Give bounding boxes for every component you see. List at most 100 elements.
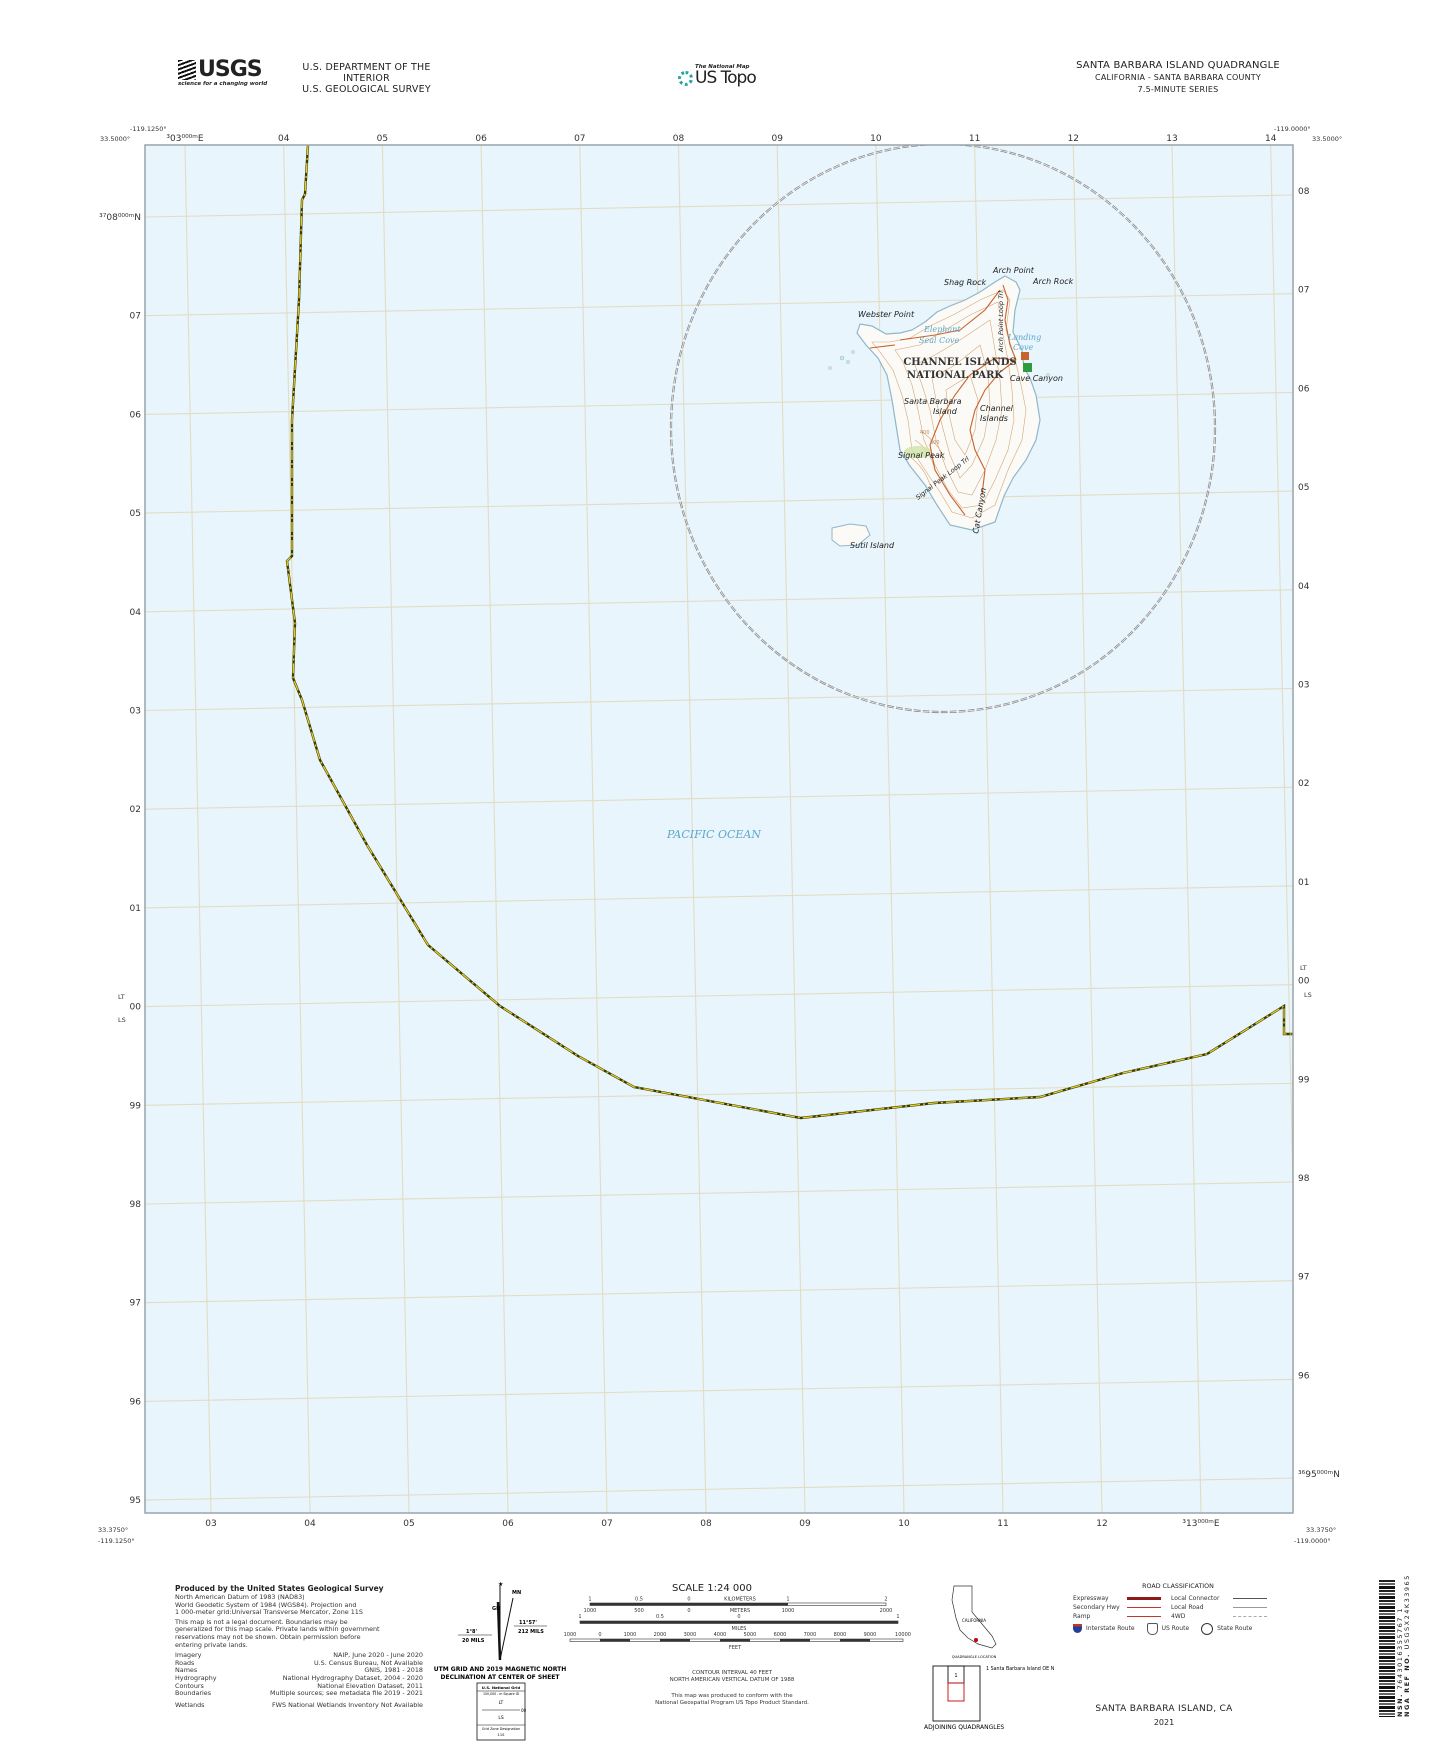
- label-channel-islands: Channel: [980, 404, 1014, 413]
- grid-label-top: 07: [574, 134, 585, 144]
- contour-interval: CONTOUR INTERVAL 40 FEET: [692, 1670, 772, 1676]
- source-value: U.S. Census Bureau, Not Available: [313, 1658, 423, 1667]
- santa-barbara-island[interactable]: [856, 275, 1041, 531]
- conform-statement: This map was produced to conform with th…: [671, 1693, 793, 1699]
- barcode: [1379, 1580, 1395, 1717]
- grid-label-top: 09: [771, 134, 783, 144]
- label-santa-barbara-island: Santa Barbara: [904, 397, 962, 406]
- department-name: U.S. DEPARTMENT OF THE INTERIOR: [302, 62, 431, 84]
- corner-bottom-left-lon: -119.1250°: [98, 1537, 135, 1545]
- label-pacific-ocean: PACIFIC OCEAN: [666, 828, 761, 841]
- scale-tick: 0.5: [635, 1597, 643, 1603]
- disclaimer-line: reservations may not be shown. Obtain pe…: [175, 1632, 361, 1641]
- label-arch-rock: Arch Rock: [1032, 277, 1074, 286]
- map-water-background: [145, 145, 1293, 1513]
- contour-info: CONTOUR INTERVAL 40 FEET NORTH AMERICAN …: [632, 1670, 832, 1707]
- corner-top-left-lat: 33.5000°: [100, 135, 130, 143]
- grid-label-top: ³03⁰⁰⁰ᵐE: [166, 134, 203, 144]
- label-sutil-island: Sutil Island: [850, 541, 895, 550]
- scale-tick: 9000: [864, 1632, 877, 1638]
- road-expressway: Expressway: [1073, 1594, 1161, 1603]
- road-classification-title: ROAD CLASSIFICATION: [1142, 1583, 1214, 1590]
- usgs-logo: USGS science for a changing world: [178, 59, 267, 87]
- national-map-label: The National Map: [695, 64, 750, 70]
- easting-gridline: [776, 145, 806, 1513]
- route-label: State Route: [1217, 1625, 1253, 1632]
- road-label: Local Road: [1171, 1604, 1204, 1611]
- northing-gridline: [145, 293, 1293, 317]
- northing-gridline: [145, 1280, 1293, 1304]
- grid-label-right: 08: [1298, 187, 1310, 197]
- local-road-symbol: [1233, 1606, 1267, 1609]
- disclaimer-line: entering private lands.: [175, 1640, 248, 1649]
- sutil-island[interactable]: [831, 523, 871, 547]
- source-label: Imagery: [175, 1651, 202, 1660]
- park-boundary-inner: [670, 145, 1216, 713]
- grid-north-line: [496, 1601, 502, 1661]
- trails[interactable]: [869, 284, 1017, 516]
- grid-label-left: 07: [130, 312, 141, 322]
- scale-unit: KILOMETERS: [724, 1597, 756, 1603]
- grid-label-right: 04: [1298, 582, 1310, 592]
- grid-label-left: 00: [130, 1003, 142, 1013]
- grid-label-top: 13: [1166, 134, 1177, 144]
- scale-tick: 1: [588, 1597, 591, 1603]
- source-value: National Hydrography Dataset, 2004 - 202…: [282, 1673, 423, 1682]
- label-santa-barbara-island-2: Island: [933, 407, 958, 416]
- mn-label: MN: [512, 1590, 521, 1596]
- scale-tick: 500: [634, 1608, 644, 1614]
- source-row: Roads U.S. Census Bureau, Not Available: [175, 1658, 423, 1668]
- scale-tick: 4000: [714, 1632, 727, 1638]
- easting-gridline: [480, 145, 509, 1513]
- corner-top-right-lat: 33.5000°: [1312, 135, 1342, 143]
- easting-gridline: [875, 145, 905, 1513]
- northing-gridline: [145, 589, 1293, 613]
- source-value: FWS National Wetlands Inventory Not Avai…: [272, 1700, 423, 1709]
- grid-label-left: ³⁷08⁰⁰⁰ᵐN: [99, 213, 141, 223]
- grid-label-left: 97: [130, 1299, 141, 1309]
- northing-gridline: [145, 1477, 1293, 1501]
- national-grid-line-value: 00: [521, 1708, 527, 1713]
- grid-label-right: 03: [1298, 681, 1309, 691]
- mn-angle: 11°57': [519, 1620, 537, 1626]
- label-arch-point: Arch Point: [992, 266, 1035, 275]
- scale-tick: 2000: [880, 1608, 893, 1614]
- label-arch-point-loop-trail: Arch Point Loop Trl: [997, 291, 1005, 353]
- grid-label-left: 05: [130, 509, 141, 519]
- footer-title: SANTA BARBARA ISLAND, CA: [1095, 1704, 1233, 1714]
- source-row: Hydrography National Hydrography Dataset,…: [175, 1673, 423, 1683]
- grid-label-right: 02: [1298, 779, 1309, 789]
- scale-title: SCALE 1:24 000: [672, 1583, 752, 1594]
- source-value: Multiple sources; see metadata file 2019…: [269, 1689, 423, 1698]
- national-grid-subtitle: 100,000 - m Square ID: [483, 1692, 520, 1696]
- footer-title-block: SANTA BARBARA ISLAND, CA 2021: [1064, 1704, 1264, 1727]
- grid-label-bottom: 04: [304, 1519, 316, 1529]
- us-topo-label: US Topo: [695, 68, 757, 88]
- label-elephant-seal-cove: Elephant: [923, 325, 961, 334]
- zone-label-left-lower: LS: [118, 1016, 126, 1024]
- star-icon: ★: [498, 1581, 503, 1588]
- northing-gridline: [145, 786, 1293, 810]
- nga-ref-label: NGA REF NO.: [1403, 1652, 1411, 1717]
- quadrangle-marker: [974, 1638, 978, 1642]
- zone-label-left-upper: LT: [118, 993, 125, 1001]
- label-channel-islands-2: Islands: [980, 414, 1008, 423]
- agency-block: U.S. DEPARTMENT OF THE INTERIOR U.S. GEO…: [279, 62, 454, 95]
- corner-top-left-lon: -119.1250°: [130, 125, 167, 133]
- survey-name: U.S. GEOLOGICAL SURVEY: [302, 84, 431, 95]
- easting-gridline: [1270, 145, 1293, 1212]
- scale-tick: 1000: [584, 1608, 597, 1614]
- scale-tick: 0: [737, 1614, 740, 1620]
- quadrangle-state-county: CALIFORNIA - SANTA BARBARA COUNTY: [1095, 73, 1261, 82]
- zone-label-right-upper: LT: [1300, 964, 1307, 972]
- interstate-shield-icon: [1073, 1624, 1082, 1633]
- grid-label-right: ³⁶95⁰⁰⁰ᵐN: [1298, 1470, 1340, 1480]
- mn-mils: 212 MILS: [518, 1629, 544, 1635]
- california-outline: [951, 1585, 997, 1649]
- grid-label-right: 96: [1298, 1371, 1310, 1381]
- scale-tick: 3000: [684, 1632, 697, 1638]
- declination-caption-2: DECLINATION AT CENTER OF SHEET: [441, 1674, 561, 1681]
- easting-gridline: [381, 145, 410, 1513]
- scale-tick: 6000: [774, 1632, 787, 1638]
